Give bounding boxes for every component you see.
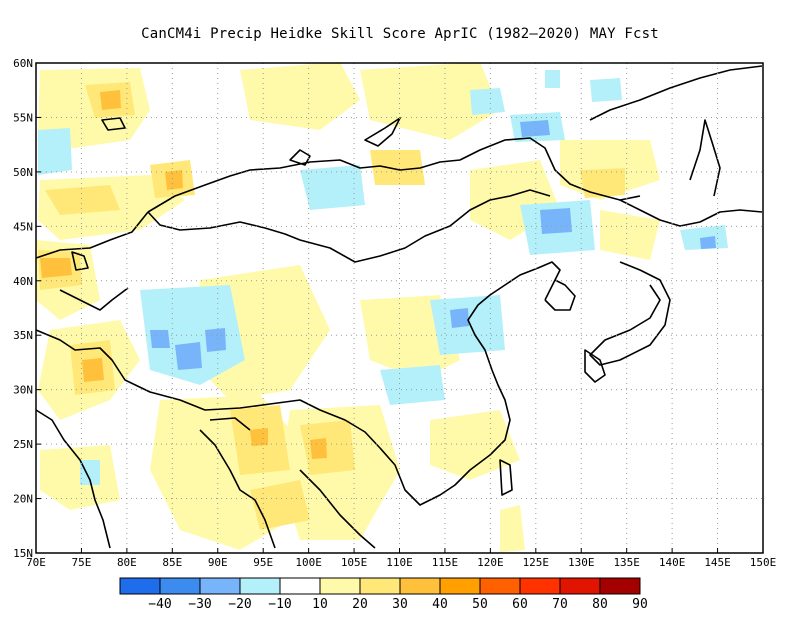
lon-tick-label: 70E <box>26 556 46 569</box>
colorbar-swatch <box>279 577 321 595</box>
lat-tick-label: 25N <box>13 438 33 451</box>
colorbar-swatch <box>159 577 201 595</box>
lat-tick-label: 30N <box>13 384 33 397</box>
lon-tick-label: 80E <box>117 556 137 569</box>
lon-tick-label: 100E <box>295 556 322 569</box>
lat-tick-label: 45N <box>13 220 33 233</box>
lat-tick-label: 60N <box>13 57 33 70</box>
colorbar-swatch <box>599 577 641 595</box>
colorbar-label: −30 <box>188 597 211 612</box>
lat-tick-label: 55N <box>13 111 33 124</box>
lon-tick-label: 85E <box>162 556 182 569</box>
colorbar-label: 20 <box>352 597 368 612</box>
lon-tick-label: 145E <box>704 556 731 569</box>
lon-tick-label: 125E <box>523 556 550 569</box>
colorbar-label: 50 <box>472 597 488 612</box>
colorbar: −40 −30 −20 −10 10 20 30 40 50 60 70 80 90 <box>119 577 648 612</box>
longitude-axis: 70E 75E 80E 85E 90E 95E 100E 105E 110E 115E 120E 12… <box>26 548 776 569</box>
latitude-axis: 15N 20N 25N 30N 35N 40N 45N 50N 55N 60N <box>13 57 41 560</box>
positive-light-regions <box>36 62 660 552</box>
colorbar-swatch <box>199 577 241 595</box>
lon-tick-label: 105E <box>341 556 368 569</box>
lon-tick-label: 120E <box>477 556 504 569</box>
colorbar-label: 80 <box>592 597 608 612</box>
colorbar-swatch <box>239 577 281 595</box>
colorbar-label: 40 <box>432 597 448 612</box>
colorbar-swatch <box>119 577 161 595</box>
lat-tick-label: 35N <box>13 329 33 342</box>
colorbar-swatch <box>559 577 601 595</box>
lon-tick-label: 75E <box>72 556 92 569</box>
lat-tick-label: 40N <box>13 275 33 288</box>
positive-mid-regions <box>38 82 625 530</box>
lon-tick-label: 90E <box>208 556 228 569</box>
negative-mid-regions <box>150 120 716 370</box>
colorbar-swatch <box>439 577 481 595</box>
lon-tick-label: 135E <box>613 556 640 569</box>
colorbar-swatch <box>359 577 401 595</box>
colorbar-label: −40 <box>148 597 171 612</box>
coastlines-and-borders <box>35 65 763 549</box>
graticule <box>36 63 763 553</box>
colorbar-label: 30 <box>392 597 408 612</box>
positive-strong-regions <box>40 90 327 459</box>
lat-tick-label: 50N <box>13 166 33 179</box>
colorbar-label: −20 <box>228 597 251 612</box>
colorbar-label: 70 <box>552 597 568 612</box>
colorbar-label: 10 <box>312 597 328 612</box>
colorbar-label: −10 <box>268 597 291 612</box>
colorbar-swatch <box>479 577 521 595</box>
lon-tick-label: 150E <box>750 556 777 569</box>
lon-tick-label: 130E <box>568 556 595 569</box>
colorbar-label: 60 <box>512 597 528 612</box>
lon-tick-label: 95E <box>253 556 273 569</box>
chart-title: CanCM4i Precip Heidke Skill Score AprIC … <box>141 26 659 42</box>
skill-field <box>36 62 728 552</box>
lon-tick-label: 115E <box>432 556 459 569</box>
colorbar-swatch <box>399 577 441 595</box>
lon-tick-label: 110E <box>386 556 413 569</box>
lat-tick-label: 20N <box>13 493 33 506</box>
colorbar-swatch <box>519 577 561 595</box>
colorbar-label: 90 <box>632 597 648 612</box>
colorbar-swatch <box>319 577 361 595</box>
lon-tick-label: 140E <box>659 556 686 569</box>
lat-tick-label: 15N <box>13 547 33 560</box>
